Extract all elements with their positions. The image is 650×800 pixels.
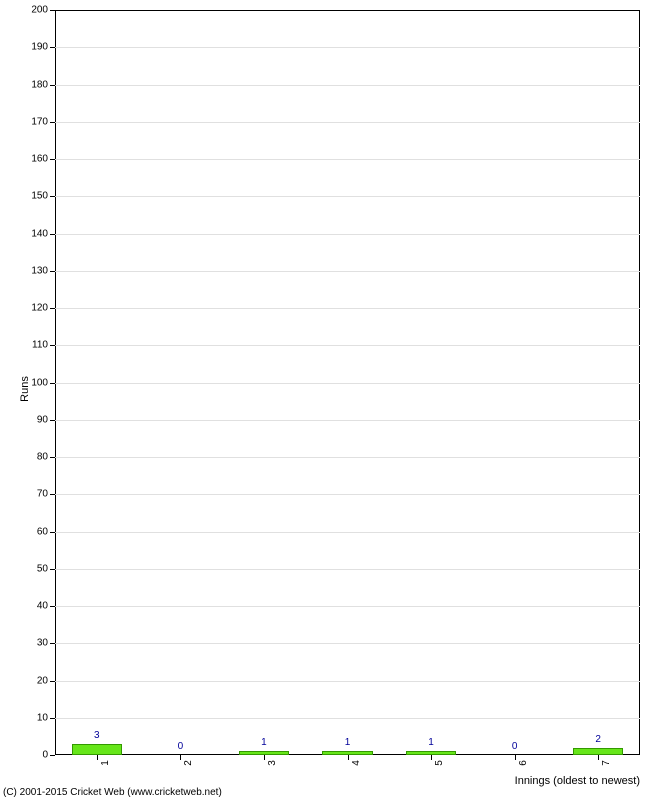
y-tick [50, 85, 55, 86]
bar-value-label: 1 [428, 737, 434, 748]
x-tick-label: 7 [601, 760, 612, 766]
bar-value-label: 3 [94, 730, 100, 741]
y-tick-label: 200 [31, 5, 48, 16]
x-tick-label: 2 [183, 760, 194, 766]
y-tick-label: 20 [37, 675, 48, 686]
y-tick-label: 70 [37, 489, 48, 500]
y-tick [50, 234, 55, 235]
gridline [55, 643, 640, 644]
x-tick [431, 755, 432, 760]
y-tick [50, 383, 55, 384]
y-tick [50, 606, 55, 607]
y-tick-label: 160 [31, 154, 48, 165]
y-tick-label: 100 [31, 377, 48, 388]
y-tick [50, 718, 55, 719]
x-tick-label: 1 [100, 760, 111, 766]
y-tick-label: 0 [42, 750, 48, 761]
gridline [55, 85, 640, 86]
y-tick [50, 196, 55, 197]
bar-value-label: 0 [178, 741, 184, 752]
gridline [55, 345, 640, 346]
y-tick-label: 60 [37, 526, 48, 537]
y-tick [50, 159, 55, 160]
x-axis-title: Innings (oldest to newest) [515, 775, 640, 787]
y-tick-label: 90 [37, 414, 48, 425]
y-tick [50, 494, 55, 495]
gridline [55, 47, 640, 48]
y-tick-label: 180 [31, 79, 48, 90]
y-tick-label: 50 [37, 563, 48, 574]
gridline [55, 159, 640, 160]
gridline [55, 718, 640, 719]
y-tick [50, 308, 55, 309]
bar-value-label: 1 [261, 737, 267, 748]
y-tick-label: 140 [31, 228, 48, 239]
gridline [55, 606, 640, 607]
y-tick-label: 30 [37, 638, 48, 649]
x-tick [97, 755, 98, 760]
gridline [55, 420, 640, 421]
y-tick [50, 271, 55, 272]
y-tick-label: 80 [37, 452, 48, 463]
gridline [55, 308, 640, 309]
y-tick [50, 569, 55, 570]
y-tick-label: 40 [37, 601, 48, 612]
y-tick-label: 10 [37, 712, 48, 723]
gridline [55, 122, 640, 123]
gridline [55, 271, 640, 272]
x-tick [180, 755, 181, 760]
y-axis-title: Runs [19, 376, 31, 402]
y-tick-label: 130 [31, 265, 48, 276]
bar [72, 744, 122, 755]
x-tick-label: 3 [267, 760, 278, 766]
y-tick-label: 110 [32, 340, 48, 351]
y-tick [50, 122, 55, 123]
y-tick-label: 190 [31, 42, 48, 53]
y-tick [50, 420, 55, 421]
x-tick-label: 4 [351, 760, 362, 766]
y-tick [50, 10, 55, 11]
x-tick [515, 755, 516, 760]
y-tick-label: 170 [31, 116, 48, 127]
gridline [55, 457, 640, 458]
y-tick-label: 120 [31, 303, 48, 314]
bar-value-label: 0 [512, 741, 518, 752]
gridline [55, 234, 640, 235]
y-tick [50, 532, 55, 533]
chart-container: 0102030405060708090100110120130140150160… [0, 0, 650, 800]
bar [573, 748, 623, 755]
x-tick [264, 755, 265, 760]
x-tick-label: 6 [518, 760, 529, 766]
bar-value-label: 2 [595, 734, 601, 745]
y-tick-label: 150 [31, 191, 48, 202]
x-tick [598, 755, 599, 760]
gridline [55, 532, 640, 533]
bar-value-label: 1 [345, 737, 351, 748]
gridline [55, 681, 640, 682]
copyright-text: (C) 2001-2015 Cricket Web (www.cricketwe… [3, 787, 222, 798]
y-tick [50, 457, 55, 458]
y-tick [50, 345, 55, 346]
y-tick [50, 681, 55, 682]
x-tick [348, 755, 349, 760]
y-tick [50, 643, 55, 644]
x-tick-label: 5 [434, 760, 445, 766]
gridline [55, 494, 640, 495]
gridline [55, 569, 640, 570]
y-tick [50, 47, 55, 48]
y-tick [50, 755, 55, 756]
gridline [55, 383, 640, 384]
gridline [55, 196, 640, 197]
